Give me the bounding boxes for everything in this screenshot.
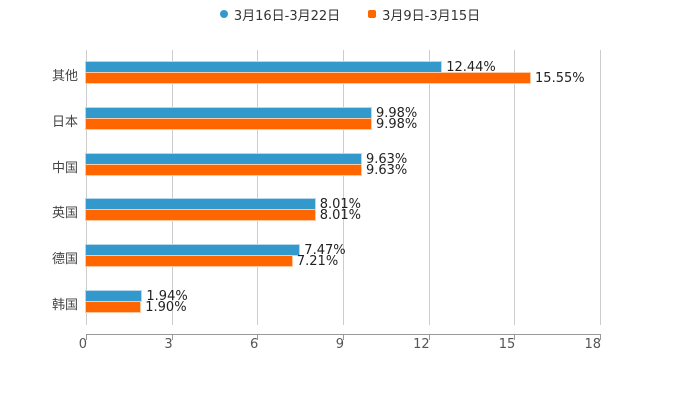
- value-label: 15.55%: [535, 71, 585, 86]
- legend-label: 3月16日-3月22日: [233, 8, 341, 24]
- gridline: [428, 50, 430, 325]
- x-axis-line: [86, 334, 600, 335]
- bar-series-2[interactable]: [86, 302, 141, 312]
- value-label: 7.21%: [296, 254, 339, 270]
- value-label: 8.01%: [319, 197, 362, 213]
- chart-legend: 3月16日-3月22日 3月9日-3月15日: [0, 4, 700, 24]
- category-label: 中国: [51, 160, 78, 176]
- bar-series-1[interactable]: [86, 153, 361, 164]
- gridline: [600, 50, 601, 325]
- axis-tick-label: 9: [335, 337, 344, 352]
- bar-series-2[interactable]: [86, 210, 315, 221]
- bar-series-1[interactable]: [86, 62, 442, 72]
- bar-series-2[interactable]: [86, 73, 531, 83]
- legend-square-icon: [368, 10, 377, 18]
- value-label: 12.44%: [446, 60, 496, 75]
- axis-tick: [171, 334, 173, 340]
- category-label: 其他: [51, 69, 78, 84]
- value-label: 1.90%: [145, 300, 187, 315]
- bar-series-2[interactable]: [86, 118, 371, 129]
- bar-series-1[interactable]: [86, 107, 371, 118]
- value-label: 9.98%: [375, 105, 418, 121]
- axis-tick-label: 18: [584, 337, 601, 352]
- legend-item-series-1[interactable]: 3月16日-3月22日: [219, 4, 341, 24]
- value-label: 1.94%: [146, 289, 188, 304]
- gridline: [343, 50, 344, 325]
- category-label: 日本: [51, 114, 78, 130]
- axis-tick: [257, 334, 259, 340]
- axis-tick: [514, 334, 516, 340]
- axis-tick-label: 0: [78, 337, 87, 352]
- axis-tick-label: 3: [164, 337, 173, 352]
- axis-tick: [86, 334, 87, 340]
- y-axis-line: [86, 50, 87, 325]
- axis-tick-label: 6: [250, 337, 259, 352]
- bar-series-1[interactable]: [86, 199, 315, 210]
- value-label: 7.47%: [304, 243, 346, 259]
- axis-tick-label: 12: [413, 337, 430, 352]
- value-label: 8.01%: [319, 208, 362, 224]
- value-label: 9.63%: [365, 151, 408, 167]
- gridline: [257, 50, 259, 325]
- legend-circle-icon: [219, 10, 228, 18]
- bar-series-1[interactable]: [86, 245, 300, 256]
- bar-series-2[interactable]: [86, 164, 361, 175]
- axis-tick: [600, 334, 601, 340]
- axis-tick: [343, 334, 344, 340]
- axis-tick-label: 15: [498, 337, 516, 352]
- axis-tick: [428, 334, 430, 340]
- gridline: [514, 50, 516, 325]
- category-label: 德国: [51, 252, 78, 268]
- bar-series-2[interactable]: [86, 256, 292, 267]
- category-label: 英国: [51, 206, 78, 222]
- category-label: 韩国: [51, 298, 78, 313]
- legend-label: 3月9日-3月15日: [382, 8, 481, 24]
- value-label: 9.63%: [365, 162, 408, 178]
- legend-item-series-2[interactable]: 3月9日-3月15日: [368, 4, 480, 24]
- gridline: [171, 50, 173, 325]
- bar-series-1[interactable]: [86, 291, 142, 301]
- value-label: 9.98%: [375, 116, 418, 132]
